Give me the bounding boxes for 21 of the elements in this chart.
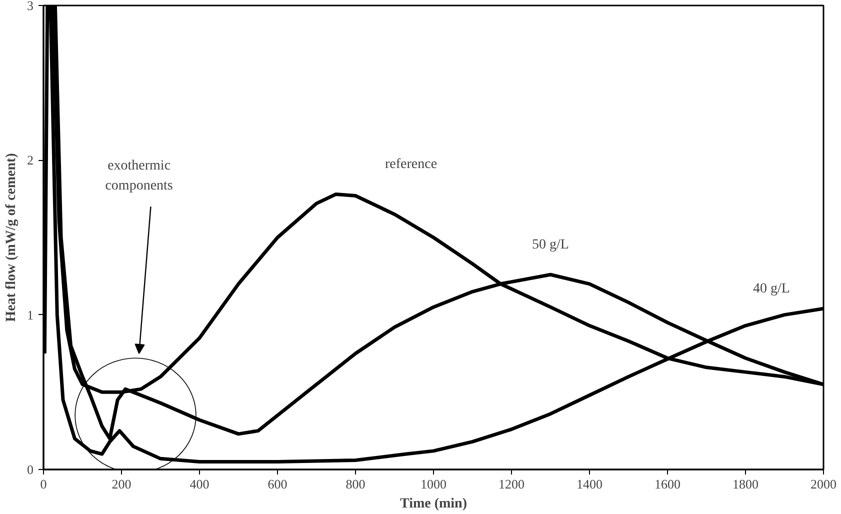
x-tick-label: 0 (40, 476, 47, 492)
x-tick-label: 1200 (498, 476, 524, 492)
x-tick-label: 1400 (576, 476, 602, 492)
y-tick-label: 3 (27, 0, 34, 13)
x-tick-label: 2000 (810, 476, 836, 492)
x-tick-label: 600 (268, 476, 288, 492)
series-label: 40 g/L (753, 282, 790, 297)
x-tick-label: 400 (190, 476, 210, 492)
x-axis-title: Time (min) (400, 496, 468, 512)
x-tick-label: 1800 (732, 476, 758, 492)
series-label: 50 g/L (532, 238, 569, 253)
x-tick-label: 200 (112, 476, 132, 492)
y-axis-title: Heat flow (mW/g of cement) (4, 152, 19, 322)
y-tick-label: 0 (27, 462, 34, 477)
x-tick-label: 1600 (654, 476, 680, 492)
text: reference (384, 157, 438, 172)
annotation: exothermic components (105, 158, 173, 194)
x-tick-label: 1000 (420, 476, 446, 492)
x-tick-label: 800 (346, 476, 366, 492)
y-tick-label: 1 (27, 307, 34, 322)
y-tick-label: 2 (27, 152, 34, 168)
